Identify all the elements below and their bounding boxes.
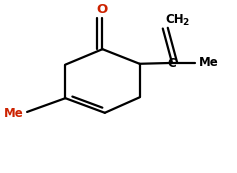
Text: 2: 2 [182, 18, 189, 27]
Text: Me: Me [4, 107, 24, 120]
Text: C: C [168, 57, 176, 70]
Text: CH: CH [165, 13, 184, 26]
Text: O: O [97, 3, 108, 16]
Text: Me: Me [199, 56, 219, 69]
